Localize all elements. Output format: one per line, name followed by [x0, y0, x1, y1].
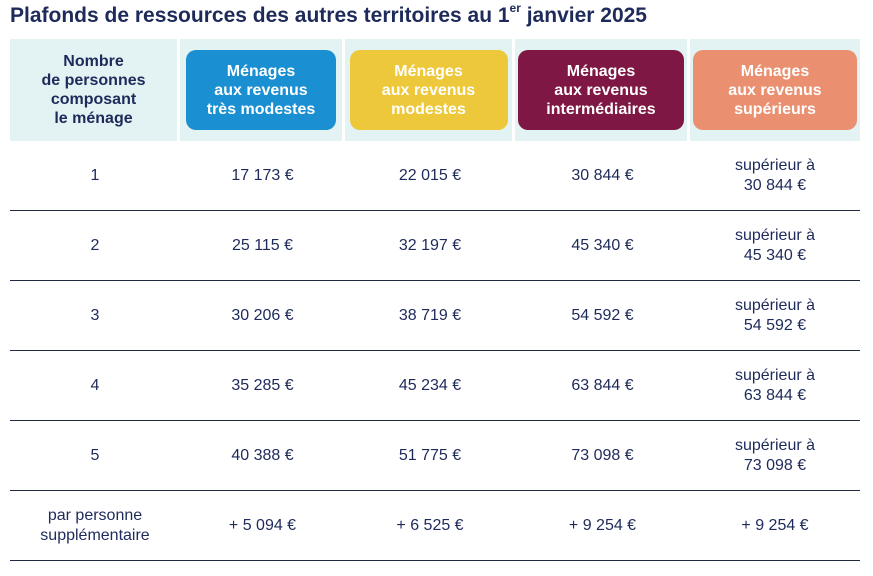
cell-modestes: 51 775 €	[398, 446, 462, 464]
cell-modestes: 45 234 €	[398, 376, 462, 394]
income-ceilings-table: Nombre de personnes composant le ménage …	[10, 39, 860, 561]
cell-superieurs: supérieur à 73 098 €	[734, 436, 816, 474]
cell-modestes: 32 197 €	[398, 236, 462, 254]
table-row: 3 30 206 € 38 719 € 54 592 € supérieur à…	[10, 281, 860, 351]
header-superieurs-pill: Ménages aux revenus supérieurs	[693, 50, 857, 130]
cell-persons: 3	[90, 306, 100, 324]
cell-modestes: 22 015 €	[398, 166, 462, 184]
page-title: Plafonds de ressources des autres territ…	[10, 1, 647, 28]
cell-modestes: 38 719 €	[398, 306, 462, 324]
cell-superieurs: supérieur à 30 844 €	[734, 156, 816, 194]
header-intermediaires-pill: Ménages aux revenus intermédiaires	[518, 50, 684, 130]
cell-modestes: + 6 525 €	[396, 516, 464, 534]
header-tres-modestes-pill: Ménages aux revenus très modestes	[186, 50, 336, 130]
cell-tres-modestes: + 5 094 €	[228, 516, 297, 534]
header-modestes-pill: Ménages aux revenus modestes	[349, 50, 508, 130]
cell-intermediaires: 63 844 €	[571, 376, 634, 394]
cell-intermediaires: 54 592 €	[571, 306, 634, 324]
table-row: par personne supplémentaire + 5 094 € + …	[10, 491, 860, 561]
cell-superieurs: supérieur à 45 340 €	[734, 226, 816, 264]
cell-intermediaires: 73 098 €	[571, 446, 634, 464]
title-main: Plafonds de ressources des autres territ…	[10, 4, 510, 27]
cell-persons: par personne supplémentaire	[40, 506, 150, 544]
cell-persons: 1	[90, 166, 100, 184]
header-cell-intermediaires: Ménages aux revenus intermédiaires	[515, 39, 690, 141]
cell-superieurs: supérieur à 63 844 €	[734, 366, 816, 404]
cell-superieurs: + 9 254 €	[741, 516, 809, 534]
title-superscript: er	[509, 1, 521, 15]
cell-intermediaires: 45 340 €	[571, 236, 634, 254]
header-cell-tres-modestes: Ménages aux revenus très modestes	[180, 39, 345, 141]
header-household-size-label: Nombre de personnes composant le ménage	[41, 53, 146, 127]
cell-tres-modestes: 17 173 €	[231, 166, 294, 184]
cell-tres-modestes: 40 388 €	[231, 446, 294, 464]
table-header: Nombre de personnes composant le ménage …	[10, 39, 860, 141]
cell-tres-modestes: 35 285 €	[231, 376, 294, 394]
header-cell-modestes: Ménages aux revenus modestes	[345, 39, 515, 141]
cell-superieurs: supérieur à 54 592 €	[734, 296, 816, 334]
title-end: janvier 2025	[520, 4, 647, 27]
cell-intermediaires: + 9 254 €	[568, 516, 637, 534]
cell-intermediaires: 30 844 €	[571, 166, 634, 184]
cell-tres-modestes: 30 206 €	[231, 306, 294, 324]
cell-persons: 4	[90, 376, 100, 394]
table-row: 1 17 173 € 22 015 € 30 844 € supérieur à…	[10, 141, 860, 211]
table-row: 4 35 285 € 45 234 € 63 844 € supérieur à…	[10, 351, 860, 421]
cell-persons: 5	[90, 446, 100, 464]
table-row: 2 25 115 € 32 197 € 45 340 € supérieur à…	[10, 211, 860, 281]
table-row: 5 40 388 € 51 775 € 73 098 € supérieur à…	[10, 421, 860, 491]
cell-tres-modestes: 25 115 €	[231, 236, 294, 254]
cell-persons: 2	[90, 236, 100, 254]
header-cell-superieurs: Ménages aux revenus supérieurs	[690, 39, 860, 141]
header-cell-household-size: Nombre de personnes composant le ménage	[10, 39, 180, 141]
